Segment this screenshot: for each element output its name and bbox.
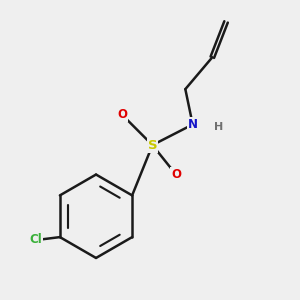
Text: H: H <box>214 122 223 132</box>
Text: O: O <box>117 108 127 121</box>
Text: O: O <box>171 168 181 181</box>
Text: N: N <box>188 118 198 131</box>
Text: Cl: Cl <box>29 233 42 246</box>
Text: S: S <box>148 139 157 152</box>
